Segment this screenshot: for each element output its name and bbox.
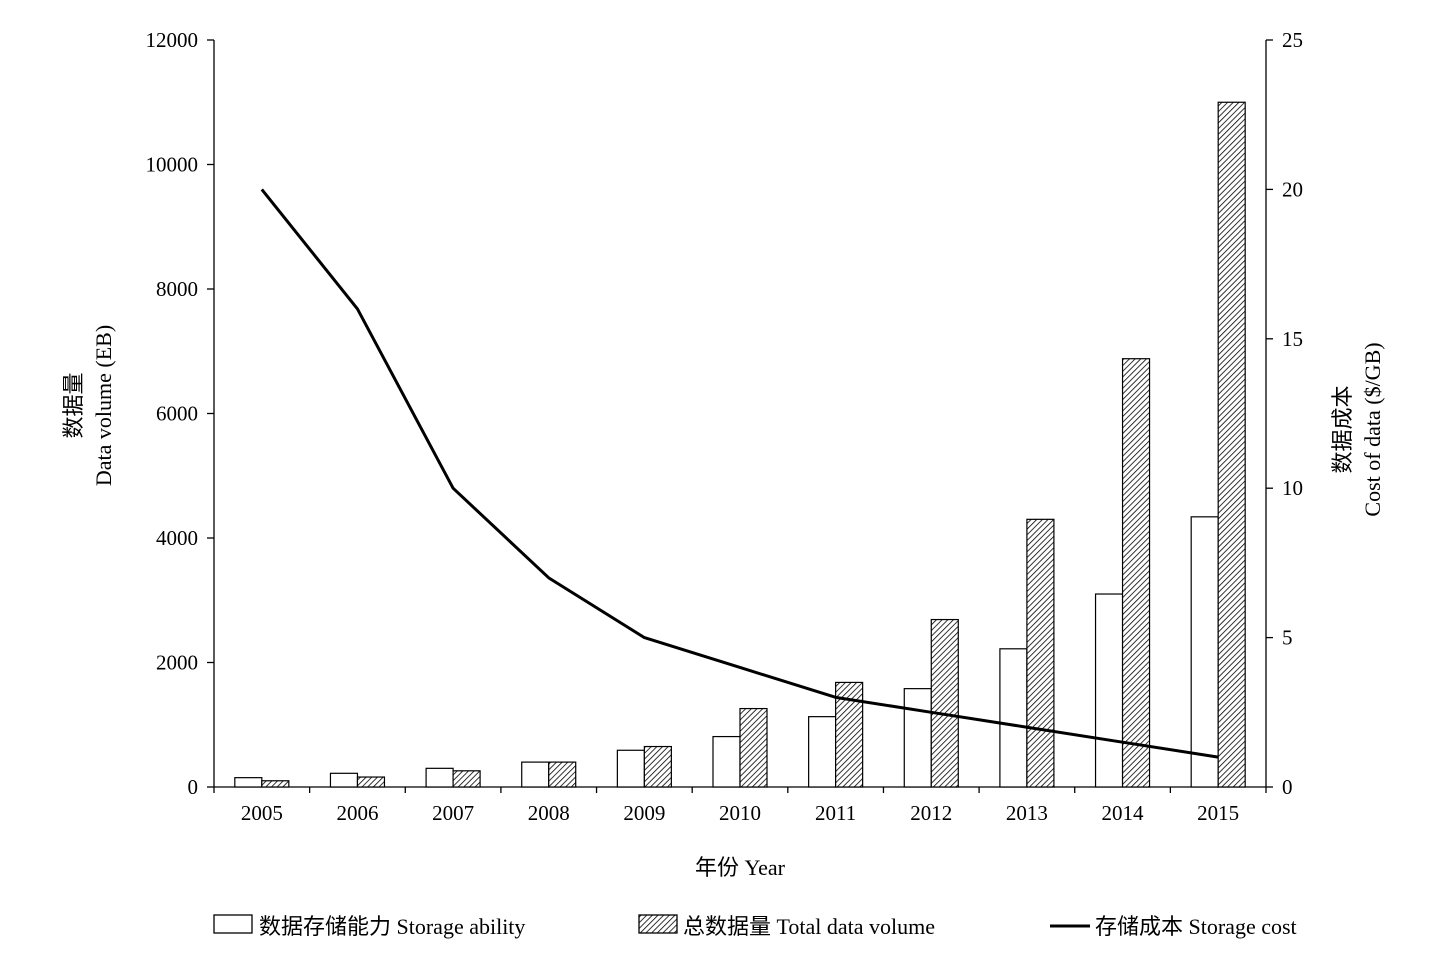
bar-total-data-volume xyxy=(452,770,481,788)
bar-total-data-volume xyxy=(643,745,672,788)
legend-label-storage-cost: 存储成本 Storage cost xyxy=(1095,914,1297,939)
x-tick-label: 2014 xyxy=(1102,801,1145,825)
bar-storage-ability xyxy=(999,648,1028,788)
bar-storage-ability xyxy=(616,749,645,788)
y-tick-label-left: 4000 xyxy=(156,526,198,550)
x-tick-label: 2006 xyxy=(336,801,378,825)
legend: 数据存储能力 Storage ability 总数据量 Total data vo… xyxy=(213,914,1297,939)
bar-storage-ability xyxy=(903,688,932,788)
bar-storage-ability xyxy=(712,735,741,788)
bar-storage-ability xyxy=(329,772,359,788)
y-axis-title-right-line: Cost of data ($/GB) xyxy=(1360,342,1385,516)
legend-label-storage-ability: 数据存储能力 Storage ability xyxy=(259,914,525,939)
y-axis-title-left-line: 数据量 xyxy=(61,372,86,438)
y-tick-label-left: 0 xyxy=(188,775,199,799)
line-group xyxy=(260,188,1219,759)
y-axis-title-left: 数据量 Data volume (EB) xyxy=(61,325,116,486)
y-tick-label-left: 2000 xyxy=(156,651,198,675)
bar-storage-ability xyxy=(1094,593,1124,788)
y-axis-title-right-line: 数据成本 xyxy=(1330,385,1355,473)
bar-total-data-volume xyxy=(261,780,290,788)
y-tick-label-left: 12000 xyxy=(146,28,199,52)
bar-total-data-volume xyxy=(1217,101,1246,788)
line-storage-cost xyxy=(260,188,1219,759)
y-tick-label-right: 0 xyxy=(1282,775,1293,799)
bar-total-data-volume xyxy=(548,761,577,788)
bar-total-data-volume xyxy=(1026,518,1055,788)
y-tick-label-left: 6000 xyxy=(156,402,198,426)
y-tick-label-right: 10 xyxy=(1282,476,1303,500)
y-tick-label-left: 10000 xyxy=(146,153,199,177)
y-tick-label-right: 20 xyxy=(1282,177,1303,201)
y-axis-title-right: 数据成本 Cost of data ($/GB) xyxy=(1330,342,1385,516)
x-tick-label: 2005 xyxy=(241,801,283,825)
x-tick-label: 2010 xyxy=(719,801,761,825)
legend-swatch-storage-ability xyxy=(213,914,253,934)
x-tick-label: 2012 xyxy=(910,801,952,825)
bar-total-data-volume xyxy=(1121,358,1151,788)
x-tick-label: 2009 xyxy=(623,801,665,825)
bar-storage-ability xyxy=(521,761,550,788)
bar-total-data-volume xyxy=(739,707,768,788)
bar-storage-ability xyxy=(234,777,263,788)
bar-storage-ability xyxy=(808,716,837,788)
x-tick-label: 2013 xyxy=(1006,801,1048,825)
legend-label-total-data-volume: 总数据量 Total data volume xyxy=(683,914,935,939)
x-axis-title: 年份 Year xyxy=(695,855,786,880)
bar-storage-ability xyxy=(425,767,454,788)
x-tick-label: 2015 xyxy=(1197,801,1239,825)
y-axis-title-left-line: Data volume (EB) xyxy=(91,325,116,486)
legend-swatch-total-data-volume xyxy=(638,914,678,934)
bars-group xyxy=(234,101,1246,788)
x-tick-label: 2011 xyxy=(815,801,856,825)
bar-storage-ability xyxy=(1190,516,1219,788)
y-tick-label-right: 25 xyxy=(1282,28,1303,52)
bar-total-data-volume xyxy=(356,776,386,788)
bar-total-data-volume xyxy=(930,618,959,788)
y-tick-label-right: 5 xyxy=(1282,626,1293,650)
x-tick-label: 2007 xyxy=(432,801,474,825)
x-tick-label: 2008 xyxy=(528,801,570,825)
labels-group: 0 2000 4000 6000 8000 10000 12000 0 5 10 15 20 25 200… xyxy=(61,28,1385,880)
y-tick-label-left: 8000 xyxy=(156,277,198,301)
y-tick-label-right: 15 xyxy=(1282,327,1303,351)
